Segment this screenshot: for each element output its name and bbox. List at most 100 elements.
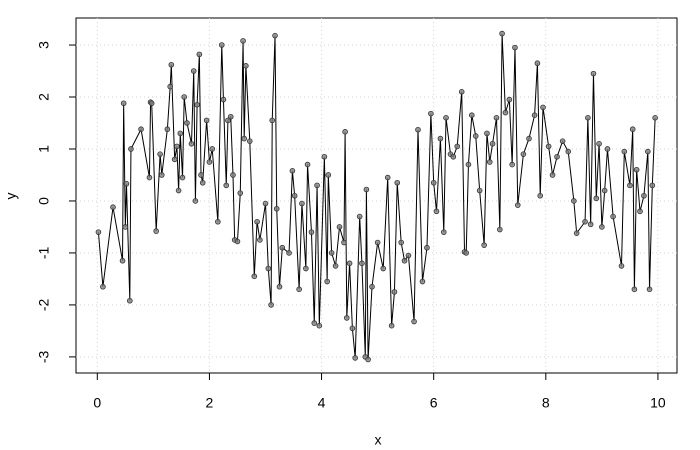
data-point [299, 200, 305, 207]
data-point [405, 252, 412, 259]
data-point [198, 172, 204, 178]
data-point [652, 114, 658, 121]
data-point [190, 68, 197, 74]
data-point [437, 135, 444, 142]
data-point [590, 70, 597, 77]
data-point [433, 208, 440, 215]
data-point [394, 179, 401, 186]
data-point [469, 112, 475, 118]
data-point [286, 250, 292, 256]
y-tick-label: 0 [36, 197, 52, 205]
data-point [391, 289, 398, 295]
data-point [328, 250, 335, 256]
data-point [291, 192, 298, 199]
data-point [565, 148, 572, 155]
data-point [512, 44, 518, 51]
y-tick-label: -3 [36, 350, 52, 363]
data-point [537, 192, 544, 199]
data-point [303, 265, 309, 272]
data-point [230, 172, 236, 178]
data-point [164, 126, 171, 133]
data-point [168, 61, 175, 68]
data-point [502, 109, 509, 116]
data-point [314, 182, 320, 189]
data-point [218, 42, 225, 48]
data-point [486, 159, 493, 165]
data-point [279, 244, 286, 251]
data-point [549, 172, 556, 178]
data-point [196, 51, 203, 58]
data-point [489, 140, 496, 147]
data-point [637, 208, 643, 215]
data-line [97, 33, 656, 360]
data-point [223, 182, 230, 189]
data-point [506, 96, 513, 103]
data-point [476, 187, 483, 194]
data-point [268, 302, 274, 308]
data-point [122, 224, 129, 230]
data-point [194, 102, 200, 108]
data-point [289, 168, 296, 174]
data-point [571, 198, 577, 204]
data-point [380, 265, 387, 272]
data-point [251, 273, 258, 280]
data-point [610, 213, 616, 220]
data-point [573, 230, 580, 236]
data-point [430, 179, 437, 186]
data-point [649, 182, 656, 189]
x-tick-label: 8 [542, 395, 550, 411]
data-point [273, 205, 280, 212]
data-point [631, 286, 638, 293]
data-point [514, 202, 521, 208]
y-tick-label: -1 [36, 246, 52, 259]
y-tick-label: 2 [36, 93, 52, 101]
data-point [128, 146, 134, 152]
data-point [296, 286, 302, 293]
data-point [148, 100, 155, 107]
data-point [225, 117, 231, 124]
data-point [641, 192, 647, 199]
data-point [443, 114, 449, 121]
data-point [526, 135, 532, 142]
data-point [100, 283, 106, 290]
data-point [599, 224, 605, 230]
data-point [450, 153, 457, 160]
data-point [472, 133, 479, 139]
x-axis-label: x [375, 432, 382, 448]
data-point [587, 221, 594, 228]
data-point [424, 244, 430, 251]
data-point [110, 204, 116, 210]
data-point [415, 126, 421, 133]
data-point [629, 126, 636, 133]
data-point [401, 257, 408, 264]
data-point [157, 151, 163, 157]
data-point [246, 138, 253, 144]
data-point [240, 38, 246, 44]
data-point [321, 153, 328, 160]
x-tick-label: 0 [93, 395, 101, 411]
data-point [123, 181, 130, 187]
data-point [308, 229, 315, 235]
data-point [398, 239, 404, 246]
data-point [203, 117, 210, 124]
data-point [342, 129, 348, 135]
data-point [199, 179, 206, 186]
data-point [215, 218, 221, 225]
data-point [463, 250, 470, 256]
data-point [138, 126, 144, 133]
plot-box [75, 17, 678, 374]
data-point [265, 265, 272, 272]
data-point [343, 315, 350, 321]
data-point [596, 140, 602, 147]
data-point [411, 318, 417, 325]
data-point [352, 355, 358, 361]
data-point [272, 32, 278, 39]
data-point [645, 148, 651, 155]
data-point [324, 278, 330, 285]
data-point [325, 172, 332, 178]
data-point [359, 260, 365, 267]
data-point [493, 114, 500, 121]
data-point [192, 198, 199, 204]
data-point [227, 113, 234, 120]
